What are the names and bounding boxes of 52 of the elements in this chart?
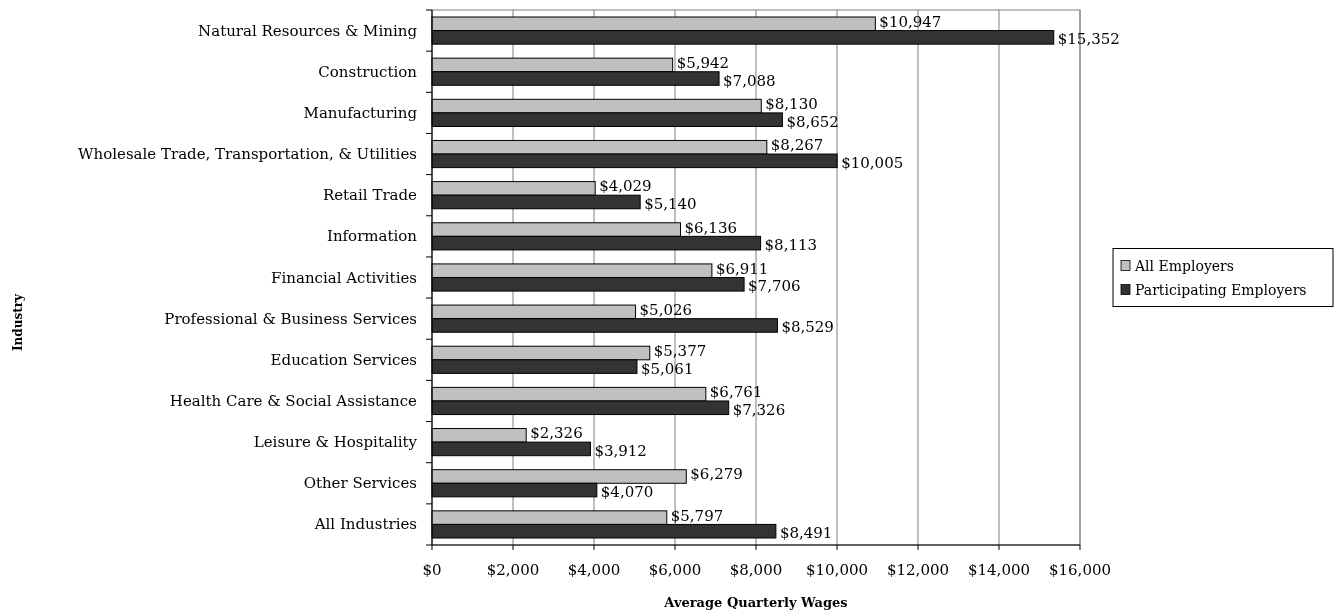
data-label: $7,326 [732, 400, 786, 419]
x-tick-label: $10,000 [805, 561, 869, 579]
data-label: $8,491 [779, 524, 833, 543]
x-tick-label: $12,000 [886, 561, 950, 579]
y-axis-title: Industry [11, 292, 25, 352]
y-tick-label: Construction [318, 62, 418, 81]
data-label: $10,005 [841, 153, 904, 172]
data-label: $8,130 [765, 95, 818, 114]
x-tick-label: $14,000 [967, 561, 1031, 579]
data-label: $4,029 [599, 177, 652, 196]
data-label: $6,279 [690, 465, 743, 484]
x-tick-label: $0 [422, 561, 442, 579]
data-label: $4,070 [600, 483, 654, 502]
y-tick-label: Manufacturing [303, 103, 418, 122]
data-label: $6,911 [715, 259, 769, 278]
y-tick-label: Wholesale Trade, Transportation, & Utilities [78, 145, 417, 164]
data-label: $5,061 [640, 359, 694, 378]
data-label: $8,529 [781, 318, 834, 337]
legend-label: All Employers [1134, 257, 1234, 274]
data-label: $8,113 [764, 236, 818, 255]
y-tick-label: Natural Resources & Mining [198, 21, 418, 40]
data-label: $10,947 [879, 12, 942, 31]
data-label: $2,326 [530, 424, 583, 443]
y-tick-label: All Industries [313, 515, 417, 534]
data-label: $6,761 [709, 383, 763, 402]
data-label: $5,797 [670, 506, 724, 525]
y-tick-label: Retail Trade [322, 186, 418, 205]
y-tick-label: Education Services [270, 350, 417, 369]
data-label: $8,267 [770, 136, 824, 155]
y-tick-label: Leisure & Hospitality [253, 433, 418, 452]
x-axis-title: Average Quarterly Wages [663, 595, 848, 610]
y-tick-label: Information [326, 227, 418, 246]
data-label: $5,942 [676, 53, 730, 72]
data-label: $8,652 [786, 112, 839, 131]
legend-label: Participating Employers [1135, 281, 1307, 298]
x-tick-label: $2,000 [486, 561, 540, 579]
data-label: $7,706 [748, 277, 801, 296]
data-label: $7,088 [723, 71, 776, 90]
x-tick-label: $4,000 [567, 561, 621, 579]
y-tick-label: Financial Activities [271, 268, 417, 287]
data-label: $5,377 [653, 342, 707, 361]
x-tick-label: $8,000 [729, 561, 783, 579]
x-tick-label: $6,000 [648, 561, 702, 579]
data-label: $15,352 [1057, 30, 1120, 49]
data-label: $3,912 [594, 441, 647, 460]
data-label: $5,026 [639, 300, 693, 319]
data-label: $5,140 [644, 194, 697, 213]
y-tick-label: Professional & Business Services [164, 309, 417, 328]
y-tick-label: Other Services [303, 474, 417, 493]
data-label: $6,136 [684, 218, 738, 237]
y-tick-label: Health Care & Social Assistance [169, 391, 418, 410]
x-tick-label: $16,000 [1048, 561, 1112, 579]
